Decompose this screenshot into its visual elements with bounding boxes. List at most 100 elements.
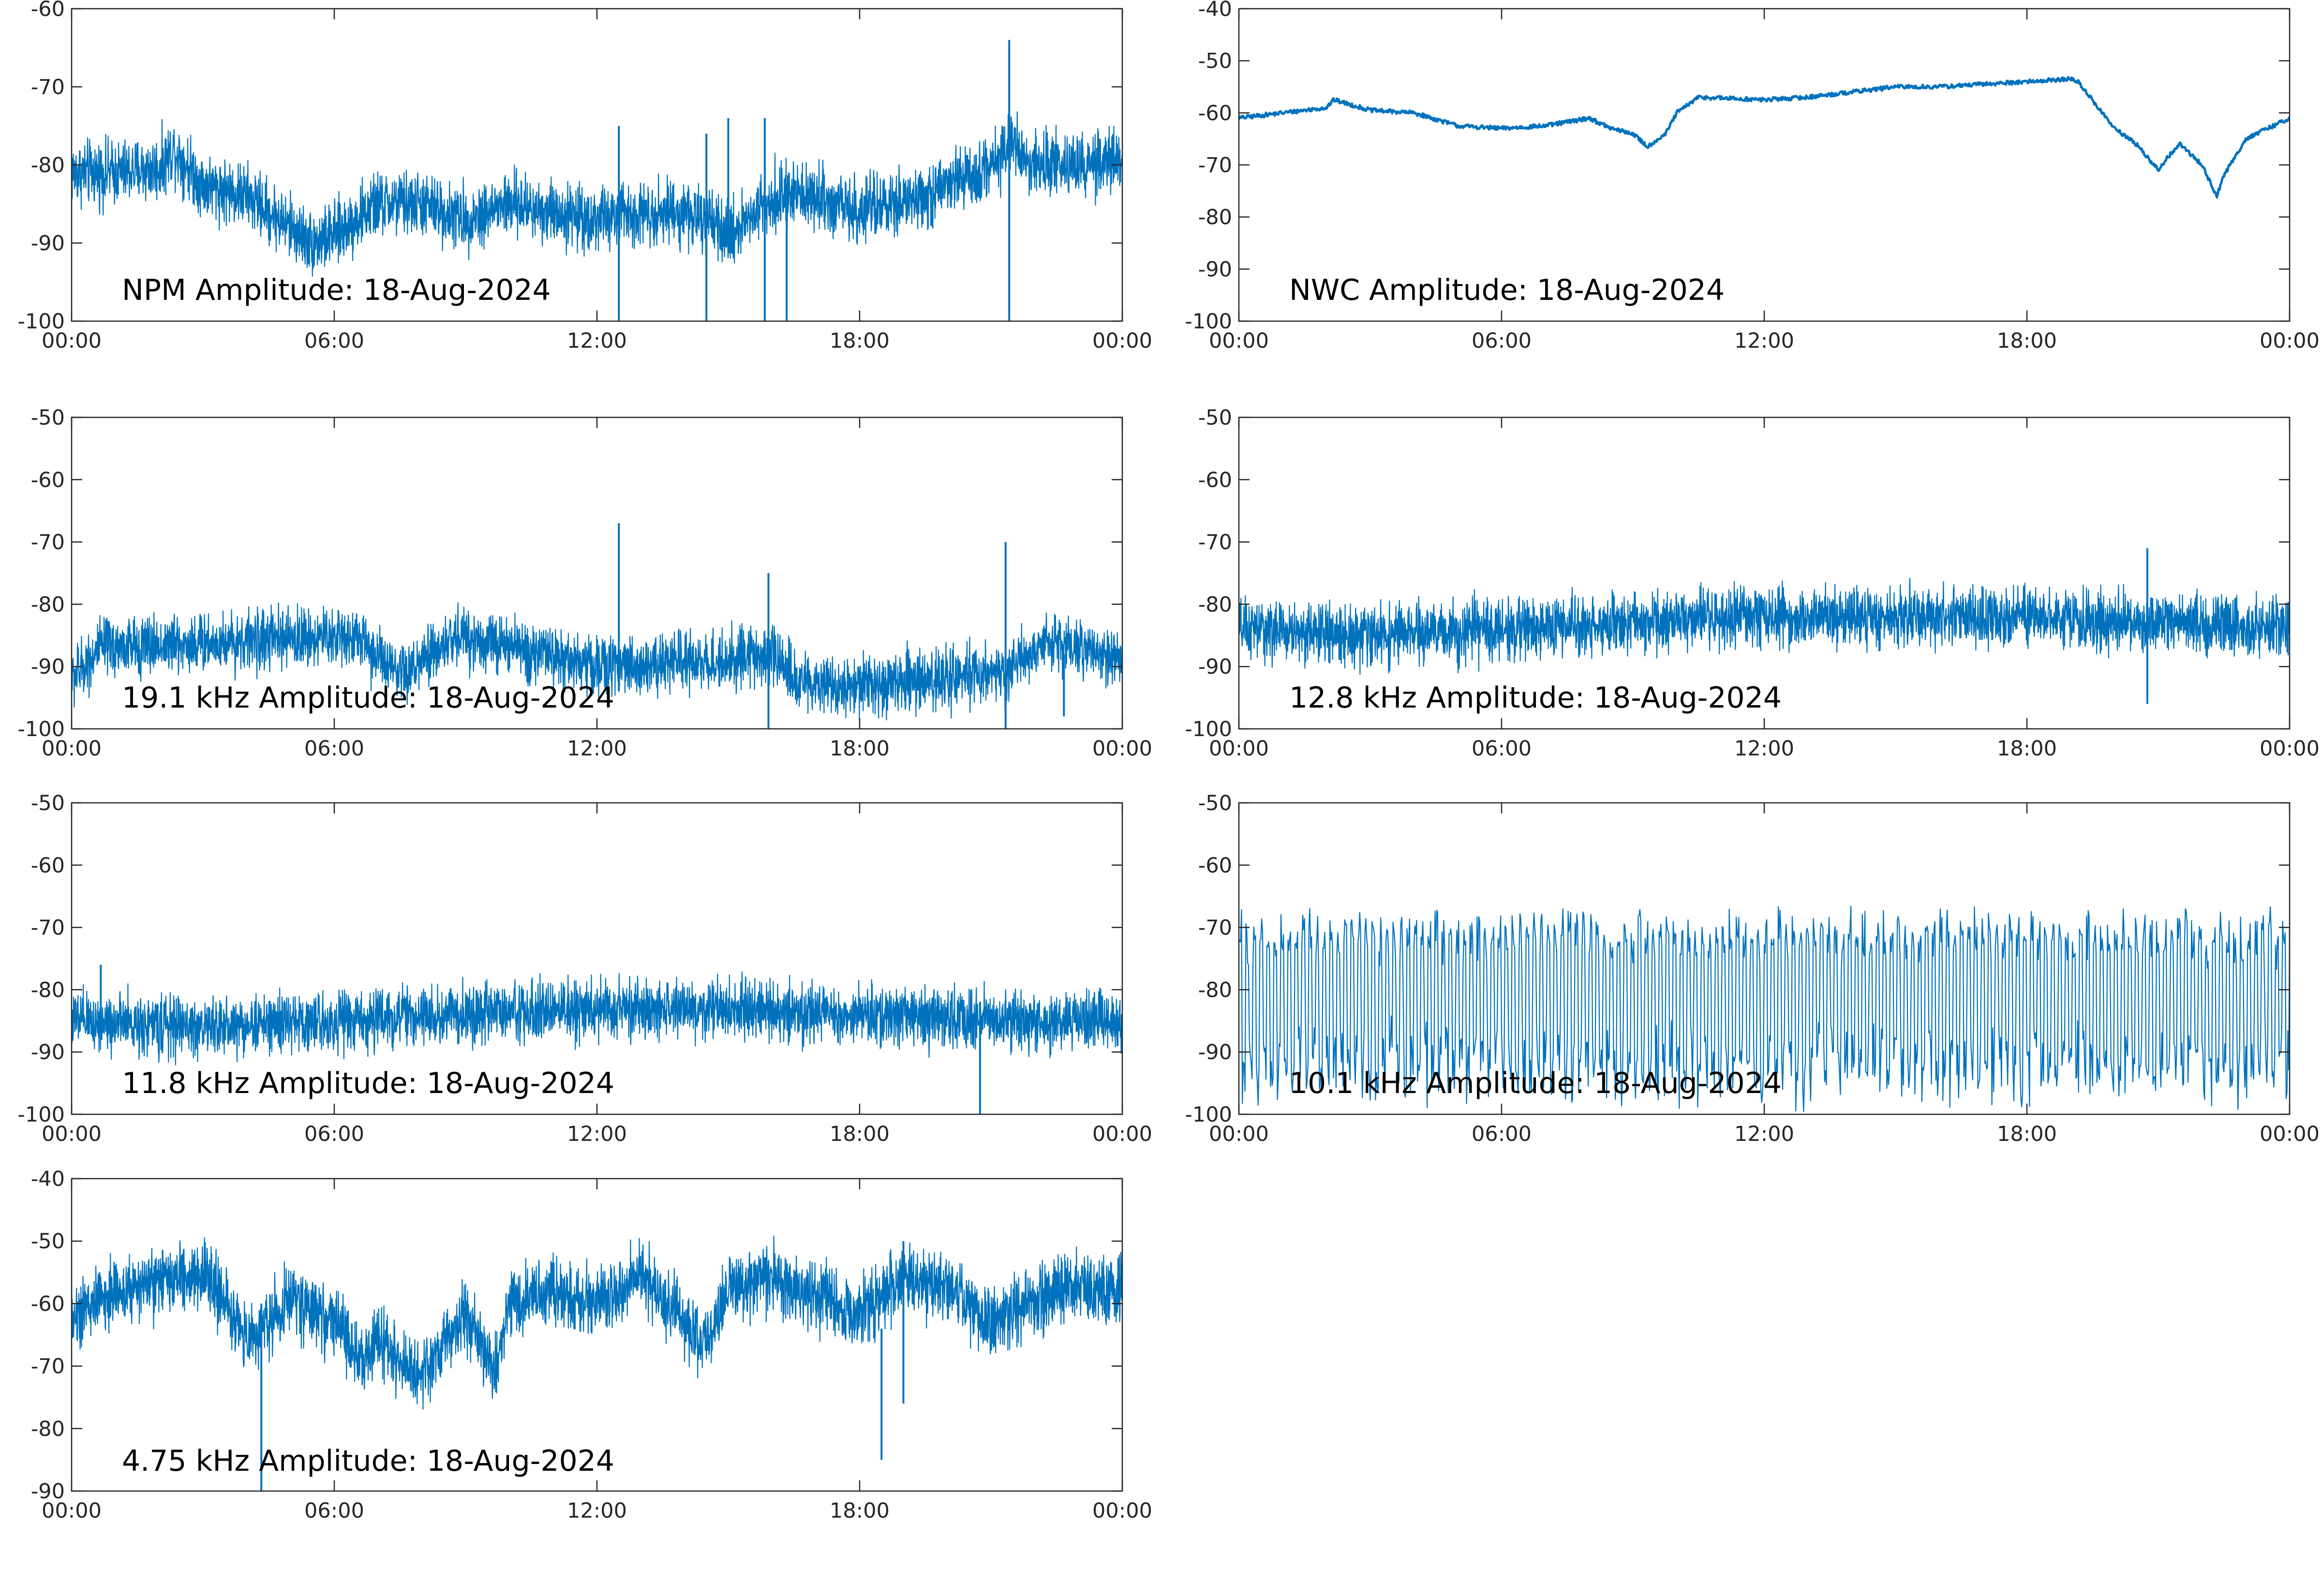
series-line [72,602,1122,721]
x-tick-label: 12:00 [567,1499,627,1523]
y-tick-label: -100 [1185,310,1232,334]
series-line [72,1235,1122,1410]
x-tick-label: 00:00 [2260,737,2320,761]
y-tick-label: -100 [17,717,65,741]
plot-area [72,964,1122,1114]
x-tick-label: 00:00 [1209,737,1269,761]
x-tick-label: 12:00 [1734,1122,1794,1146]
y-tick-label: -90 [31,232,65,256]
y-tick-label: -80 [1198,978,1232,1002]
x-tick-label: 18:00 [1997,737,2057,761]
x-tick-label: 12:00 [567,1122,627,1146]
plot-area [1239,905,2290,1112]
y-tick-label: -70 [31,531,65,555]
y-tick-label: -40 [31,1167,65,1191]
series-line [72,971,1122,1065]
panel-title: 12.8 kHz Amplitude: 18-Aug-2024 [1289,681,1782,715]
panel-title: 19.1 kHz Amplitude: 18-Aug-2024 [122,681,614,715]
y-tick-label: -50 [1198,406,1232,430]
y-tick-label: -80 [1198,206,1232,230]
x-tick-label: 12:00 [1734,329,1794,353]
y-tick-label: -70 [31,1355,65,1379]
y-tick-label: -90 [1198,655,1232,679]
y-tick-label: -100 [1185,717,1232,741]
x-tick-label: 18:00 [830,1499,890,1523]
x-tick-label: 18:00 [830,737,890,761]
panel-title: 10.1 kHz Amplitude: 18-Aug-2024 [1289,1066,1782,1100]
y-tick-label: -60 [1198,101,1232,125]
x-tick-label: 00:00 [42,1122,102,1146]
series-line [1239,905,2290,1112]
y-tick-label: -60 [31,0,65,21]
x-tick-label: 00:00 [42,329,102,353]
series-line [72,111,1122,277]
x-tick-label: 12:00 [1734,737,1794,761]
x-tick-label: 06:00 [304,329,364,353]
panel-nwc-amplitude: -40 -50 -60 -70 -80 -90 -100 00:00 06:00 12:00 18:… [1185,0,2320,353]
y-tick-label: -50 [31,406,65,430]
y-tick-label: -90 [31,655,65,679]
panel-title: NWC Amplitude: 18-Aug-2024 [1289,273,1725,307]
y-tick-label: -80 [31,592,65,617]
y-tick-label: -60 [1198,468,1232,492]
y-tick-label: -100 [17,310,65,334]
x-tick-label: 00:00 [1092,737,1152,761]
series-line [1239,577,2290,675]
x-tick-label: 06:00 [1472,737,1532,761]
plot-area [1239,76,2290,199]
x-tick-label: 00:00 [42,1499,102,1523]
x-tick-label: 06:00 [304,1499,364,1523]
series-line [1239,76,2290,199]
y-tick-label: -90 [1198,1040,1232,1064]
x-tick-label: 18:00 [830,1122,890,1146]
y-tick-label: -60 [31,1292,65,1316]
y-tick-label: -80 [31,1417,65,1441]
y-tick-label: -50 [31,1229,65,1254]
y-tick-label: -80 [31,978,65,1002]
x-tick-label: 06:00 [1472,329,1532,353]
x-tick-label: 00:00 [2260,329,2320,353]
panel-title: 11.8 kHz Amplitude: 18-Aug-2024 [122,1066,614,1100]
x-tick-label: 00:00 [42,737,102,761]
y-tick-label: -50 [31,791,65,815]
x-tick-label: 12:00 [567,737,627,761]
y-tick-label: -50 [1198,49,1232,74]
y-tick-label: -70 [31,916,65,940]
plot-area [72,1235,1122,1491]
y-tick-label: -90 [31,1479,65,1504]
y-tick-label: -70 [1198,916,1232,940]
x-tick-label: 06:00 [304,737,364,761]
x-tick-label: 00:00 [1092,1499,1152,1523]
x-tick-label: 12:00 [567,329,627,353]
y-tick-label: -100 [1185,1103,1232,1127]
x-tick-label: 06:00 [304,1122,364,1146]
x-tick-label: 00:00 [1209,1122,1269,1146]
panel-title: NPM Amplitude: 18-Aug-2024 [122,273,551,307]
y-tick-label: -100 [17,1103,65,1127]
plot-area [72,40,1122,321]
y-tick-label: -90 [31,1040,65,1064]
x-tick-label: 18:00 [1997,329,2057,353]
x-tick-label: 00:00 [1092,329,1152,353]
y-tick-label: -60 [31,468,65,492]
y-tick-label: -90 [1198,257,1232,281]
plot-area [72,523,1122,729]
y-tick-label: -60 [1198,854,1232,878]
y-tick-label: -40 [1198,0,1232,21]
y-tick-label: -50 [1198,791,1232,815]
x-tick-label: 18:00 [830,329,890,353]
y-tick-label: -70 [1198,531,1232,555]
panel-title: 4.75 kHz Amplitude: 18-Aug-2024 [122,1444,614,1478]
y-tick-label: -80 [31,153,65,177]
x-tick-label: 06:00 [1472,1122,1532,1146]
x-tick-label: 18:00 [1997,1122,2057,1146]
x-tick-label: 00:00 [1092,1122,1152,1146]
y-tick-label: -70 [31,75,65,100]
y-tick-label: -70 [1198,153,1232,177]
